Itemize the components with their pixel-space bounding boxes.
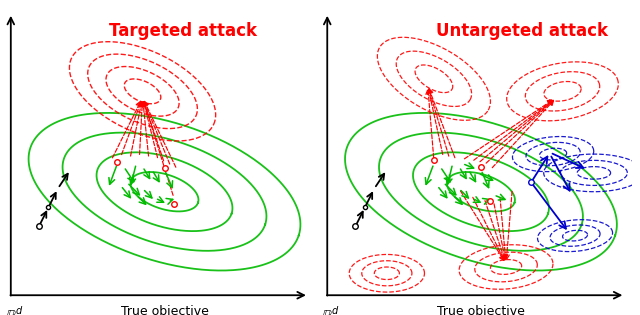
Text: True objective: True objective: [437, 305, 525, 315]
Text: $\mathbb{R}^d$: $\mathbb{R}^d$: [321, 305, 340, 315]
Text: True objective: True objective: [120, 305, 209, 315]
Text: $\mathbb{R}^d$: $\mathbb{R}^d$: [4, 305, 23, 315]
Text: Targeted attack: Targeted attack: [109, 22, 257, 40]
Text: Untargeted attack: Untargeted attack: [436, 22, 608, 40]
